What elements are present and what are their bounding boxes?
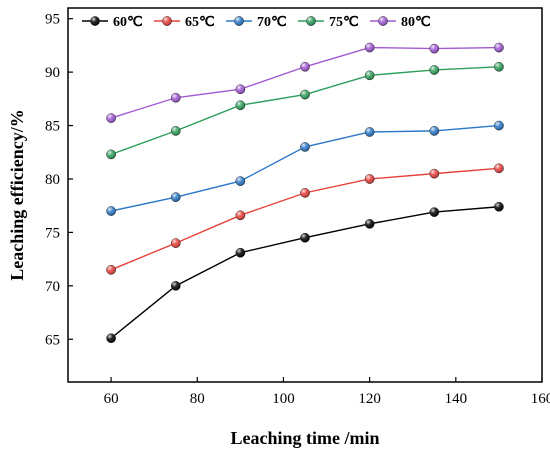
- x-axis-title: Leaching time /min: [231, 428, 380, 448]
- series-line: [110, 66, 499, 156]
- data-point-sheen: [429, 207, 439, 217]
- data-point-sheen: [429, 169, 439, 179]
- legend-marker-sheen: [90, 16, 100, 26]
- legend-marker-sheen: [378, 16, 388, 26]
- plot-frame: [67, 7, 543, 383]
- series-4: [106, 42, 504, 123]
- legend: 60℃ 65℃ 70℃ 75℃ 80℃: [82, 15, 431, 30]
- data-point-sheen: [106, 113, 116, 123]
- data-point-sheen: [106, 265, 116, 275]
- series-line: [110, 46, 499, 119]
- data-point-sheen: [300, 233, 310, 243]
- data-point-sheen: [171, 126, 181, 136]
- data-point-sheen: [171, 93, 181, 103]
- legend-label: 60℃: [113, 15, 143, 30]
- data-point-sheen: [365, 174, 375, 184]
- data-point-sheen: [235, 210, 245, 220]
- series-1: [106, 163, 504, 275]
- legend-item: 75℃: [298, 15, 359, 30]
- y-tick-label: 75: [45, 225, 60, 241]
- legend-marker-sheen: [234, 16, 244, 26]
- data-point-sheen: [494, 163, 504, 173]
- y-tick-label: 70: [45, 279, 60, 295]
- legend-item: 65℃: [154, 15, 215, 30]
- data-point-sheen: [106, 333, 116, 343]
- y-axis-title: Leaching efficiency/%: [7, 109, 27, 280]
- series-line: [110, 167, 499, 271]
- data-point-sheen: [365, 219, 375, 229]
- data-point-sheen: [171, 192, 181, 202]
- y-tick-label: 80: [45, 172, 60, 188]
- data-point-sheen: [494, 120, 504, 131]
- data-point-sheen: [300, 62, 310, 72]
- axis-ticks: 60 80 100 120 140 160 65 70 75 80 85 90 95: [45, 12, 550, 407]
- legend-marker-sheen: [306, 16, 316, 26]
- data-point-sheen: [171, 281, 181, 291]
- data-point-sheen: [300, 89, 310, 100]
- legend-label: 65℃: [185, 15, 215, 30]
- data-point-sheen: [235, 84, 245, 94]
- legend-item: 70℃: [226, 15, 287, 30]
- series-2: [106, 120, 504, 216]
- x-tick-label: 160: [531, 391, 550, 407]
- y-tick-label: 95: [45, 12, 60, 28]
- x-tick-label: 140: [445, 391, 468, 407]
- legend-label: 80℃: [401, 15, 431, 30]
- data-point-sheen: [235, 176, 245, 186]
- legend-label: 70℃: [257, 15, 287, 30]
- data-point-sheen: [365, 127, 375, 137]
- data-point-sheen: [300, 188, 310, 198]
- x-tick-label: 60: [104, 391, 119, 407]
- y-tick-label: 90: [45, 65, 60, 81]
- data-point-sheen: [365, 42, 375, 53]
- data-point-sheen: [494, 202, 504, 212]
- legend-item: 60℃: [82, 15, 143, 30]
- data-point-sheen: [235, 100, 245, 110]
- series-line: [110, 206, 499, 339]
- legend-item: 80℃: [370, 15, 431, 30]
- data-point-sheen: [429, 65, 439, 75]
- data-point-sheen: [494, 42, 504, 53]
- series-0: [106, 201, 504, 344]
- series-3: [106, 61, 504, 160]
- y-tick-label: 85: [45, 119, 60, 135]
- data-point-sheen: [300, 142, 310, 152]
- data-point-sheen: [171, 238, 181, 248]
- series-line: [110, 124, 499, 212]
- data-point-sheen: [494, 62, 504, 72]
- data-point-sheen: [106, 206, 116, 216]
- data-point-sheen: [429, 44, 439, 54]
- x-tick-label: 80: [190, 391, 205, 407]
- y-tick-label: 65: [45, 332, 60, 348]
- data-point-sheen: [235, 248, 245, 258]
- x-tick-label: 100: [272, 391, 295, 407]
- legend-marker-sheen: [162, 16, 172, 26]
- data-point-sheen: [365, 70, 375, 80]
- legend-label: 75℃: [329, 15, 359, 30]
- x-tick-label: 120: [358, 391, 381, 407]
- data-point-sheen: [429, 126, 439, 136]
- data-point-sheen: [106, 149, 116, 159]
- series-layer: [106, 42, 504, 344]
